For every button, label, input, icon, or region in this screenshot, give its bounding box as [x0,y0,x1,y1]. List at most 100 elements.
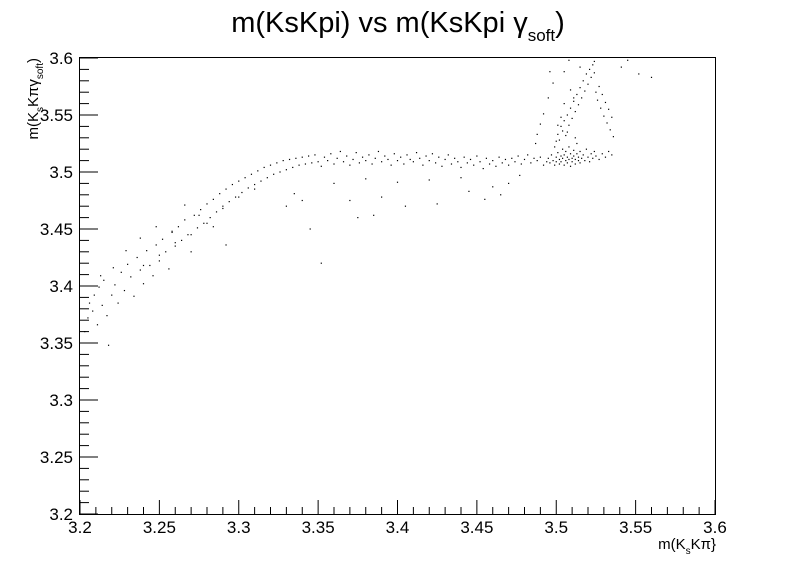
data-point [428,179,430,181]
data-point [584,90,586,92]
data-point [569,107,572,109]
data-point [558,139,561,141]
data-point [257,170,259,172]
data-point [231,183,233,186]
data-point [560,125,562,127]
data-point [146,250,148,252]
y-tick-label: 3.45 [40,220,73,239]
data-point [574,110,576,113]
data-point [463,156,465,158]
data-point [508,164,510,166]
data-point [396,160,399,162]
data-point [106,315,108,317]
data-point [492,186,494,188]
data-point [557,133,559,135]
data-point [320,262,322,264]
data-point [565,160,567,162]
data-point [592,157,594,159]
x-axis-label: m(KsKπ} [658,536,716,557]
data-point [577,104,580,106]
data-point [215,211,218,213]
data-point [346,155,348,157]
data-point [562,148,564,150]
data-point [190,234,192,236]
data-point [250,173,253,175]
data-point [482,167,484,170]
data-point [404,205,407,207]
data-point [403,163,405,165]
data-point [168,268,170,270]
data-point [161,238,164,240]
data-point [555,140,557,142]
data-point [592,64,594,66]
data-point [330,153,332,155]
data-point [627,59,629,61]
data-point [542,164,545,166]
y-tick-label: 3.5 [49,163,73,182]
data-point [193,214,195,216]
data-point [554,146,556,148]
data-point [349,164,351,166]
data-point [225,188,227,190]
data-point [260,180,262,182]
data-point [247,187,249,189]
data-point [311,162,313,164]
data-point [285,205,287,207]
data-point [566,156,568,158]
data-point [127,263,129,265]
y-axis-label-mid: Kπγ [25,79,42,107]
data-point [373,214,375,216]
data-point [409,158,411,161]
data-point [609,129,611,131]
data-point [571,117,573,120]
x-axis-label-pre: m(K [658,536,686,553]
data-point [184,204,186,206]
data-point [552,82,554,84]
data-point [596,99,599,101]
data-point [549,71,551,73]
data-point [238,180,240,182]
chart-title-symbol: γ [513,7,528,39]
data-point [523,158,526,161]
data-point [125,250,127,252]
data-point [595,155,597,157]
data-point [314,154,316,156]
data-point [365,160,367,162]
data-point [142,264,145,267]
data-point [563,120,565,122]
data-point [415,152,418,154]
data-point [604,101,607,104]
data-point [588,161,591,163]
data-point [563,164,565,166]
chart-title-close: ) [555,7,565,39]
axis-ticks [79,57,716,515]
data-point [598,158,600,161]
data-point [579,150,581,153]
data-point [492,160,494,162]
data-point [438,156,440,158]
data-point [441,165,443,167]
data-point [352,158,354,161]
x-tick-label: 3.35 [302,518,335,537]
data-point [174,245,176,247]
data-point [293,193,295,195]
data-point [100,275,102,277]
data-point [374,157,376,159]
data-point [550,154,553,156]
data-point [601,153,603,155]
data-point [563,154,565,156]
data-point [133,295,135,297]
data-point [573,155,575,157]
data-point [517,155,519,157]
data-point [562,157,564,159]
data-point [142,283,145,285]
data-point [209,217,211,219]
data-point [585,148,588,150]
data-point [574,158,576,161]
data-point [269,164,272,166]
data-point [587,156,589,158]
data-point [606,122,608,124]
data-point [387,158,389,161]
data-point [573,97,575,99]
y-tick-label: 3.35 [40,334,73,353]
